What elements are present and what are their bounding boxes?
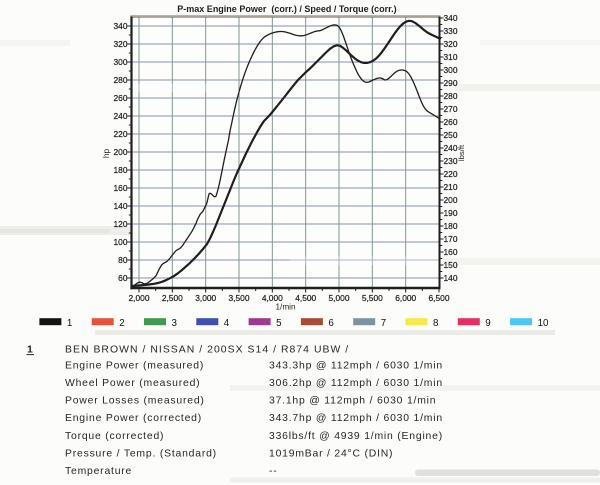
svg-text:150: 150	[444, 260, 458, 270]
svg-text:1: 1	[67, 318, 72, 329]
svg-text:250: 250	[444, 130, 458, 140]
svg-text:hp: hp	[101, 149, 111, 159]
svg-text:5,500: 5,500	[362, 293, 383, 303]
svg-text:220: 220	[444, 169, 458, 179]
svg-text:343.3hp @ 112mph / 6030 1/min: 343.3hp @ 112mph / 6030 1/min	[269, 361, 443, 372]
svg-text:140: 140	[444, 273, 458, 283]
svg-text:60: 60	[118, 273, 128, 283]
svg-text:37.1hp @ 112mph / 6030 1/min: 37.1hp @ 112mph / 6030 1/min	[269, 396, 436, 407]
svg-text:6,500: 6,500	[429, 293, 450, 303]
svg-text:4,500: 4,500	[295, 293, 316, 303]
svg-text:270: 270	[444, 104, 458, 114]
svg-text:3,000: 3,000	[195, 293, 216, 303]
svg-text:10: 10	[538, 318, 549, 329]
svg-text:Temperature: Temperature	[65, 466, 132, 477]
svg-text:170: 170	[444, 234, 458, 244]
svg-text:6,000: 6,000	[395, 293, 416, 303]
svg-text:lbs/ft: lbs/ft	[457, 144, 466, 161]
svg-text:3,500: 3,500	[229, 293, 250, 303]
svg-text:210: 210	[444, 182, 458, 192]
svg-text:306.2hp @ 112mph / 6030 1/min: 306.2hp @ 112mph / 6030 1/min	[269, 378, 443, 389]
svg-text:300: 300	[114, 57, 128, 67]
svg-text:190: 190	[444, 208, 458, 218]
svg-text:Engine Power (measured): Engine Power (measured)	[65, 361, 204, 372]
svg-text:120: 120	[114, 219, 128, 229]
svg-text:230: 230	[444, 156, 458, 166]
svg-text:330: 330	[444, 26, 458, 36]
svg-text:140: 140	[114, 201, 128, 211]
svg-text:300: 300	[444, 65, 458, 75]
svg-text:Engine Power (corrected): Engine Power (corrected)	[65, 413, 202, 424]
svg-text:2: 2	[119, 318, 124, 329]
svg-text:8: 8	[433, 318, 439, 329]
svg-text:2,500: 2,500	[162, 293, 183, 303]
svg-text:280: 280	[444, 91, 458, 101]
svg-text:7: 7	[381, 318, 386, 329]
svg-text:--: --	[269, 466, 278, 477]
svg-text:343.7hp @ 112mph / 6030 1/min: 343.7hp @ 112mph / 6030 1/min	[269, 413, 443, 424]
svg-text:Wheel Power (measured): Wheel Power (measured)	[65, 378, 200, 389]
svg-text:Pressure / Temp. (Standard): Pressure / Temp. (Standard)	[65, 448, 217, 459]
svg-text:9: 9	[485, 318, 490, 329]
svg-text:5,000: 5,000	[329, 293, 350, 303]
svg-text:4,000: 4,000	[262, 293, 283, 303]
svg-text:5: 5	[276, 318, 282, 329]
svg-text:336lbs/ft @ 4939 1/min (Engine: 336lbs/ft @ 4939 1/min (Engine)	[269, 431, 443, 442]
svg-text:1019mBar / 24°C (DIN): 1019mBar / 24°C (DIN)	[269, 448, 393, 459]
svg-text:P-max Engine Power (corr.) /: P-max Engine Power (corr.) / Speed / Tor…	[177, 4, 396, 14]
svg-text:280: 280	[114, 75, 128, 85]
svg-text:180: 180	[444, 221, 458, 231]
svg-text:1: 1	[27, 345, 34, 356]
svg-text:180: 180	[114, 165, 128, 175]
svg-text:310: 310	[444, 52, 458, 62]
svg-text:290: 290	[444, 78, 458, 88]
svg-text:320: 320	[114, 39, 128, 49]
svg-text:80: 80	[118, 255, 128, 265]
svg-text:4: 4	[224, 318, 230, 329]
svg-text:BEN BROWN / NISSAN / 200SX S14: BEN BROWN / NISSAN / 200SX S14 / R874 UB…	[65, 345, 349, 356]
svg-text:160: 160	[444, 247, 458, 257]
svg-text:240: 240	[444, 143, 458, 153]
svg-text:340: 340	[114, 21, 128, 31]
svg-text:200: 200	[444, 195, 458, 205]
svg-text:200: 200	[114, 147, 128, 157]
svg-text:1/min: 1/min	[275, 303, 295, 312]
svg-text:220: 220	[114, 129, 128, 139]
svg-text:Torque (corrected): Torque (corrected)	[65, 431, 164, 442]
svg-text:100: 100	[114, 237, 128, 247]
svg-text:2,000: 2,000	[129, 293, 150, 303]
svg-text:320: 320	[444, 39, 458, 49]
svg-text:260: 260	[114, 93, 128, 103]
svg-text:260: 260	[444, 117, 458, 127]
svg-text:6: 6	[328, 318, 334, 329]
svg-text:240: 240	[114, 111, 128, 121]
svg-text:340: 340	[444, 13, 458, 23]
svg-text:160: 160	[114, 183, 128, 193]
svg-text:3: 3	[172, 318, 178, 329]
svg-text:Power Losses (measured): Power Losses (measured)	[65, 396, 205, 407]
